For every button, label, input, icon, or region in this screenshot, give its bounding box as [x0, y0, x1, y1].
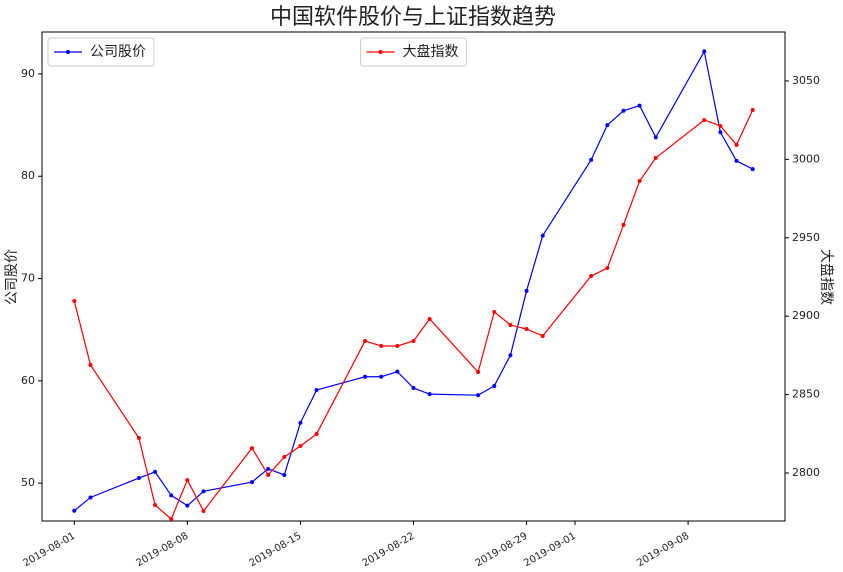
- point: [363, 338, 368, 343]
- legend-label: 公司股价: [90, 44, 146, 60]
- x-tick-label: 2019-09-01: [522, 531, 578, 570]
- point: [734, 158, 739, 163]
- x-tick-label: 2019-09-08: [635, 531, 691, 570]
- point: [314, 388, 319, 393]
- point: [169, 516, 174, 521]
- point: [637, 178, 642, 183]
- point: [266, 466, 271, 471]
- y2-tick-label: 2950: [792, 231, 820, 244]
- point: [718, 123, 723, 128]
- point: [249, 480, 254, 485]
- point: [201, 508, 206, 513]
- y2-axis-label: 大盘指数: [818, 249, 835, 305]
- y-tick-label: 80: [21, 169, 35, 182]
- point: [492, 309, 497, 314]
- point: [411, 338, 416, 343]
- point: [540, 333, 545, 338]
- x-tick-label: 2019-08-15: [248, 531, 304, 570]
- point: [298, 420, 303, 425]
- point: [476, 370, 481, 375]
- chart-title: 中国软件股价与上证指数趋势: [270, 5, 556, 30]
- point: [605, 266, 610, 271]
- x-tick-label: 2019-08-01: [21, 531, 77, 570]
- point: [136, 476, 141, 481]
- point: [379, 374, 384, 379]
- point: [508, 322, 513, 327]
- point: [298, 444, 303, 449]
- point: [621, 108, 626, 113]
- legend-box: [47, 37, 155, 67]
- point: [508, 353, 513, 358]
- y-axis-label: 公司股价: [4, 249, 20, 305]
- y2-tick-label: 3050: [792, 74, 820, 87]
- y2-tick-label: 2850: [792, 388, 820, 401]
- series-line: [73, 109, 754, 520]
- point: [492, 383, 497, 388]
- y-tick-label: 60: [21, 374, 35, 387]
- point: [605, 123, 610, 128]
- point: [718, 130, 723, 135]
- point: [524, 327, 529, 332]
- point: [72, 298, 77, 303]
- point: [282, 455, 287, 460]
- point: [702, 49, 707, 54]
- point: [476, 393, 481, 398]
- point: [395, 369, 400, 374]
- y-tick-label: 50: [21, 476, 35, 489]
- point: [653, 135, 658, 140]
- point: [136, 436, 141, 441]
- x-tick-label: 2019-08-22: [361, 531, 417, 570]
- point: [363, 374, 368, 379]
- legend-marker: [378, 50, 383, 54]
- point: [427, 392, 432, 397]
- point: [379, 343, 384, 348]
- point: [153, 469, 158, 474]
- point: [201, 489, 206, 494]
- point: [72, 508, 77, 513]
- point: [621, 222, 626, 227]
- point: [314, 431, 319, 436]
- point: [395, 343, 400, 348]
- y-tick-label: 90: [21, 67, 35, 80]
- point: [750, 107, 755, 112]
- legend-marker: [66, 50, 70, 54]
- point: [153, 503, 158, 508]
- point: [185, 478, 190, 483]
- legend: 大盘指数: [360, 37, 467, 67]
- point: [169, 493, 174, 498]
- point: [589, 157, 594, 162]
- point: [88, 495, 93, 500]
- point: [637, 103, 642, 108]
- y2-tick-label: 2800: [792, 466, 820, 479]
- legend-label: 大盘指数: [403, 43, 459, 60]
- point: [750, 167, 755, 172]
- point: [653, 155, 658, 160]
- point: [524, 288, 529, 293]
- point: [589, 274, 594, 279]
- point: [702, 117, 707, 122]
- y-tick-label: 70: [21, 272, 35, 285]
- point: [411, 386, 416, 391]
- y2-tick-label: 2900: [792, 309, 820, 322]
- x-tick-label: 2019-08-08: [135, 531, 191, 570]
- legend-box: [360, 37, 467, 67]
- point: [88, 362, 93, 367]
- point: [249, 446, 254, 451]
- point: [540, 233, 545, 238]
- point: [282, 472, 287, 477]
- point: [185, 503, 190, 508]
- y2-tick-label: 3000: [792, 152, 820, 165]
- x-tick-label: 2019-08-29: [474, 531, 530, 570]
- point: [427, 317, 432, 322]
- point: [266, 473, 271, 478]
- legend: 公司股价: [47, 37, 155, 67]
- series-line: [73, 49, 753, 512]
- point: [734, 142, 739, 147]
